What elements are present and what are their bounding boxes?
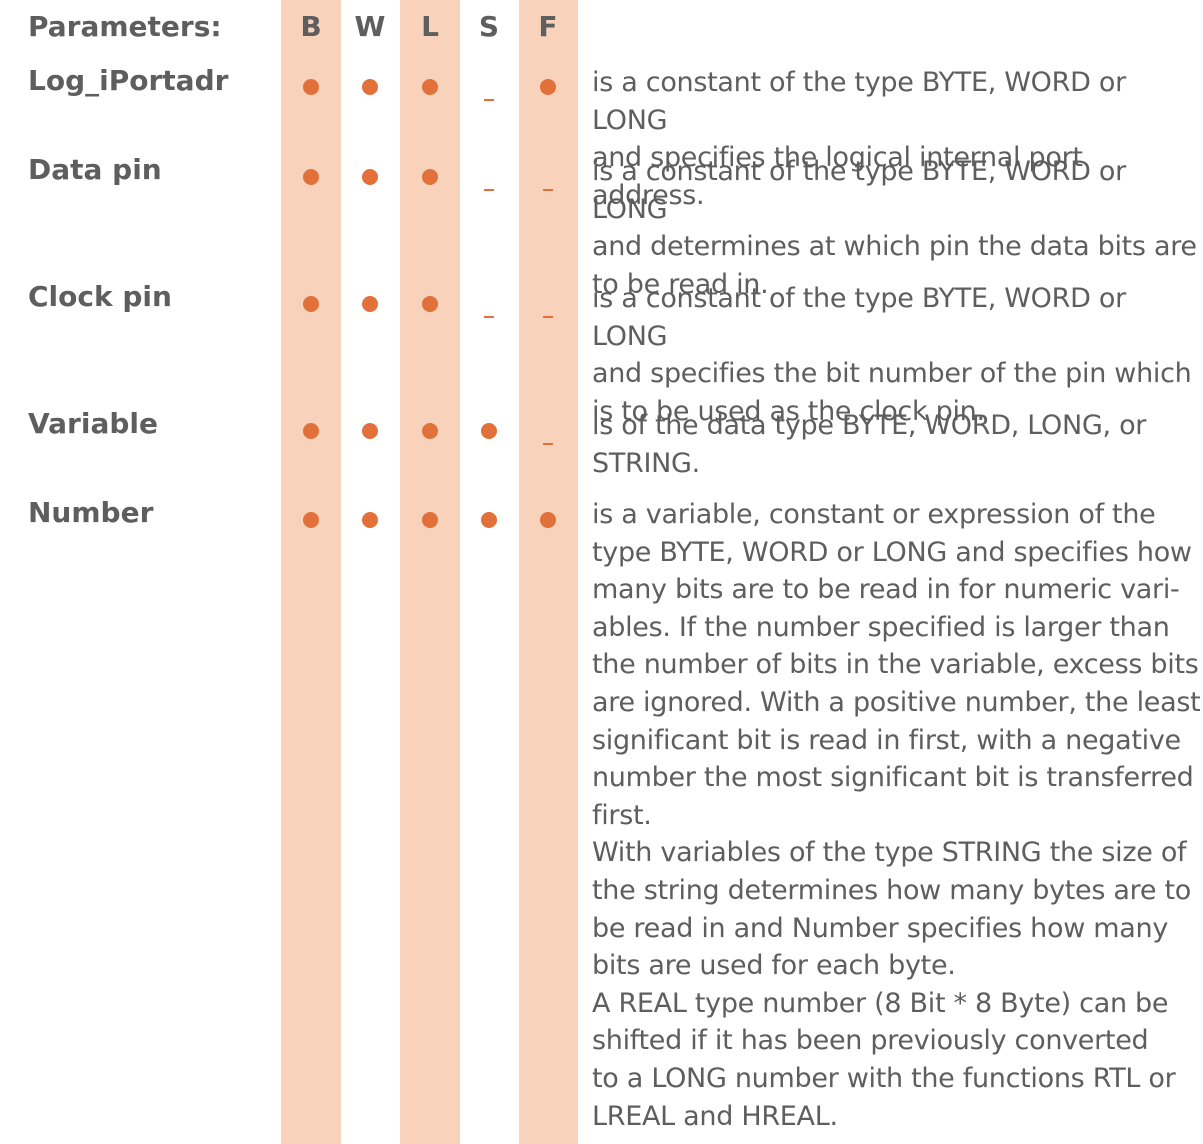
row-variable-b-mark	[281, 423, 341, 443]
parameters-heading: Parameters:	[28, 10, 222, 43]
row-log-iportadr-l-mark	[400, 79, 460, 99]
row-clock-pin-f-mark	[518, 303, 578, 322]
row-variable-f-mark	[518, 430, 578, 449]
param-description-data-pin: is a constant of the type BYTE, WORD or …	[592, 156, 1197, 300]
row-data-pin-b-mark	[281, 169, 341, 189]
row-variable-l-mark	[400, 423, 460, 443]
column-band-b	[281, 0, 341, 1144]
param-description-variable: is of the data type BYTE, WORD, LONG, or…	[592, 410, 1147, 479]
row-log-iportadr-b-mark	[281, 79, 341, 99]
param-name-clock-pin: Clock pin	[28, 280, 172, 313]
row-variable-w-mark	[340, 423, 400, 443]
row-log-iportadr-s-mark	[459, 86, 519, 105]
row-data-pin-s-mark	[459, 176, 519, 195]
row-clock-pin-b-mark	[281, 296, 341, 316]
row-variable-s-mark	[459, 423, 519, 443]
param-description-number: is a variable, constant or expression of…	[592, 499, 1201, 1132]
param-name-data-pin: Data pin	[28, 153, 162, 186]
column-header-b: B	[300, 10, 322, 43]
row-data-pin-w-mark	[340, 169, 400, 189]
column-band-f	[519, 0, 578, 1144]
row-log-iportadr-w-mark	[340, 79, 400, 99]
column-band-l	[400, 0, 460, 1144]
param-name-number: Number	[28, 496, 154, 529]
row-data-pin-l-mark	[400, 169, 460, 189]
row-number-l-mark	[400, 512, 460, 532]
row-number-w-mark	[340, 512, 400, 532]
row-number-b-mark	[281, 512, 341, 532]
column-header-s: S	[478, 10, 500, 43]
column-header-f: F	[538, 10, 558, 43]
row-data-pin-f-mark	[518, 176, 578, 195]
row-clock-pin-w-mark	[340, 296, 400, 316]
row-clock-pin-l-mark	[400, 296, 460, 316]
row-number-f-mark	[518, 512, 578, 532]
column-header-w: W	[354, 10, 386, 43]
column-header-l: L	[421, 10, 439, 43]
param-description-clock-pin: is a constant of the type BYTE, WORD or …	[592, 283, 1192, 427]
row-number-s-mark	[459, 512, 519, 532]
param-description-log-iportadr: is a constant of the type BYTE, WORD or …	[592, 67, 1126, 211]
row-log-iportadr-f-mark	[518, 79, 578, 99]
param-name-log-iportadr: Log_iPortadr	[28, 64, 229, 97]
row-clock-pin-s-mark	[459, 303, 519, 322]
param-name-variable: Variable	[28, 407, 158, 440]
